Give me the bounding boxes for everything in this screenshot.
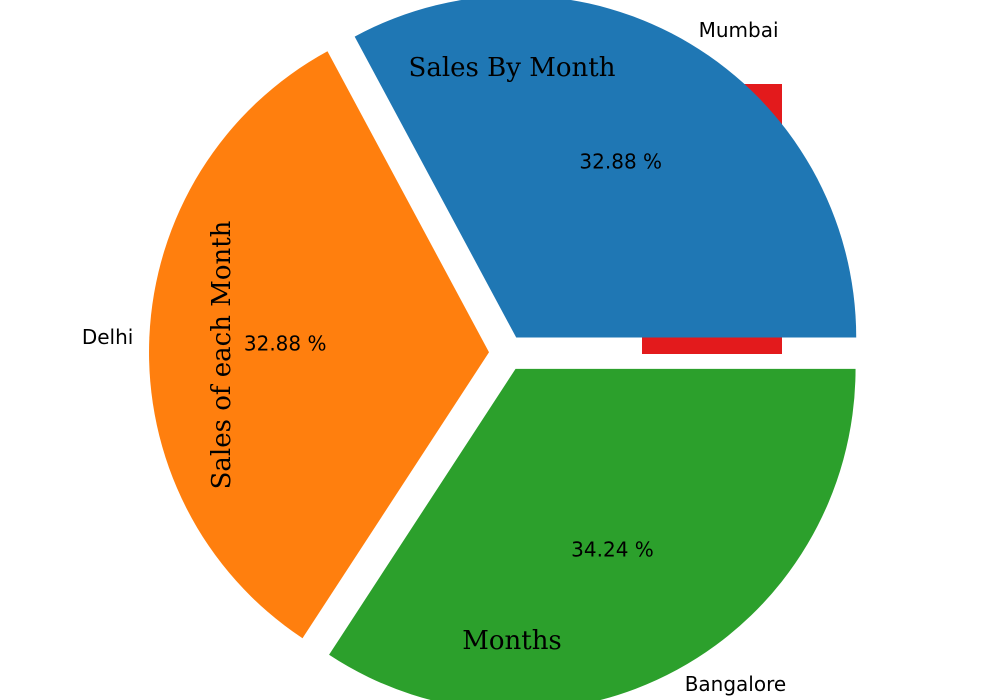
pie-slices — [149, 0, 857, 700]
x-axis-label: Months — [462, 626, 562, 656]
slice-label-mumbai: Mumbai — [699, 18, 779, 42]
chart-title: Sales By Month — [409, 53, 616, 83]
slice-label-delhi: Delhi — [82, 325, 134, 349]
percent-label-mumbai: 32.88 % — [579, 149, 662, 173]
y-axis-label: Sales of each Month — [207, 220, 237, 489]
pie-slice-mumbai — [354, 0, 857, 338]
percent-label-delhi: 32.88 % — [244, 331, 327, 355]
slice-labels: Mumbai Delhi Bangalore — [82, 18, 786, 696]
percent-labels: 32.88 % 32.88 % 34.24 % — [244, 149, 662, 561]
percent-label-bangalore: 34.24 % — [571, 537, 654, 561]
pie-slice-delhi — [149, 51, 490, 639]
pie-slice-bangalore — [329, 368, 856, 700]
slice-label-bangalore: Bangalore — [685, 672, 786, 696]
